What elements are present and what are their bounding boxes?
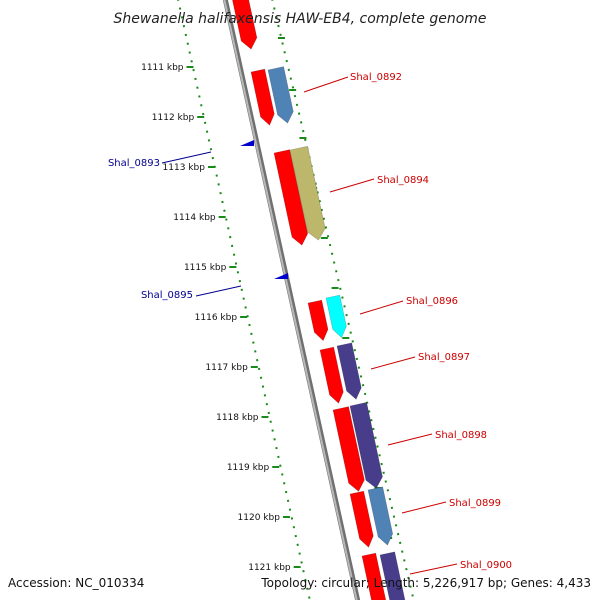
gene-label[interactable]: Shal_0895 bbox=[141, 290, 193, 301]
gene-feature-0898-body bbox=[349, 402, 383, 489]
gene-feature-0894-body bbox=[289, 145, 326, 241]
kbp-tick-label: 1121 kbp bbox=[248, 563, 291, 573]
kbp-tick-label: 1119 kbp bbox=[227, 463, 270, 473]
gene-feature-0897-red bbox=[319, 346, 344, 404]
kbp-tick-label: 1112 kbp bbox=[152, 113, 195, 123]
gene-labels: Shal_0892 Shal_0893 Shal_0894 Shal_0895 Shal… bbox=[108, 72, 512, 575]
map-title: Shewanella halifaxensis HAW-EB4, complet… bbox=[113, 11, 486, 27]
gene-leader-line bbox=[359, 300, 404, 315]
kbp-tick-label: 1118 kbp bbox=[216, 413, 259, 423]
gene-leader-line bbox=[329, 178, 375, 193]
gene-feature-0900-body bbox=[379, 551, 406, 600]
gene-leader-line bbox=[401, 501, 447, 514]
gene-feature-0896-body bbox=[325, 294, 347, 339]
gene-leader-line bbox=[370, 356, 416, 370]
kbp-tick-label: 1115 kbp bbox=[184, 263, 227, 273]
kbp-tick-label: 1116 kbp bbox=[195, 313, 238, 323]
gene-feature-0891-red bbox=[232, 0, 258, 50]
kbp-tick-label: 1113 kbp bbox=[163, 163, 206, 173]
kbp-tick-label: 1117 kbp bbox=[205, 363, 248, 373]
topology-text: Topology: circular; Length: 5,226,917 bp… bbox=[260, 576, 591, 590]
backbone-highlight bbox=[223, 0, 358, 600]
gene-label[interactable]: Shal_0893 bbox=[108, 158, 160, 169]
gene-feature-0899-body bbox=[367, 486, 394, 546]
accession-text: Accession: NC_010334 bbox=[8, 576, 144, 590]
kbp-tick-label: 1120 kbp bbox=[238, 513, 281, 523]
gene-feature-0898-red bbox=[332, 406, 365, 492]
gene-label[interactable]: Shal_0899 bbox=[449, 498, 501, 509]
gene-feature-0897-body bbox=[336, 342, 362, 400]
gene-leader-line bbox=[161, 151, 212, 164]
kbp-tick-label: 1111 kbp bbox=[141, 63, 184, 73]
gene-label[interactable]: Shal_0894 bbox=[377, 175, 429, 186]
gene-label[interactable]: Shal_0897 bbox=[418, 352, 470, 363]
gene-feature-0894-red bbox=[273, 149, 309, 246]
gene-label[interactable]: Shal_0898 bbox=[435, 430, 487, 441]
forward-arrow-0895 bbox=[274, 273, 288, 279]
gene-leader-line bbox=[195, 285, 242, 297]
gene-feature-0892-red bbox=[250, 68, 275, 126]
gene-feature-0892-body bbox=[267, 66, 294, 124]
backbone-line bbox=[222, 0, 361, 600]
gene-feature-0899-red bbox=[349, 490, 374, 548]
gene-label[interactable]: Shal_0900 bbox=[460, 560, 512, 571]
gene-leader-line bbox=[303, 76, 349, 93]
gene-leader-line bbox=[409, 563, 458, 575]
gene-leader-line bbox=[387, 433, 433, 446]
gene-features bbox=[232, 0, 406, 600]
gene-label[interactable]: Shal_0896 bbox=[406, 296, 458, 307]
gene-feature-0900-red bbox=[361, 552, 387, 600]
gene-label[interactable]: Shal_0892 bbox=[350, 72, 402, 83]
forward-arrow-0893 bbox=[240, 140, 254, 146]
kbp-tick-label: 1114 kbp bbox=[173, 213, 216, 223]
gene-feature-0896-red bbox=[307, 299, 329, 342]
